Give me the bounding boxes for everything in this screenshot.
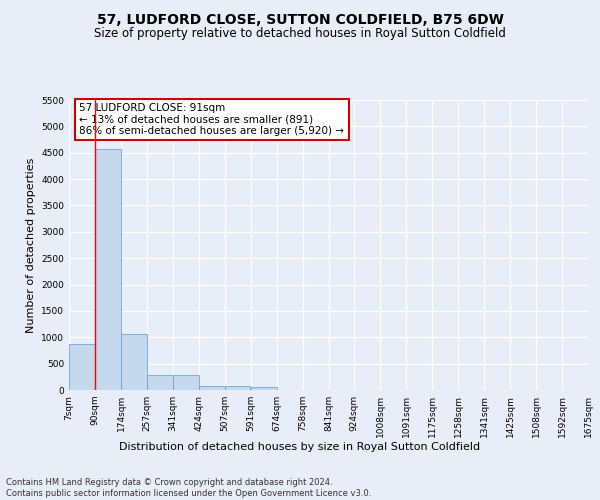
Bar bbox=[251, 388, 277, 390]
Text: Size of property relative to detached houses in Royal Sutton Coldfield: Size of property relative to detached ho… bbox=[94, 28, 506, 40]
Bar bbox=[121, 334, 147, 390]
Y-axis label: Number of detached properties: Number of detached properties bbox=[26, 158, 35, 332]
Bar bbox=[147, 374, 173, 390]
Bar bbox=[224, 386, 250, 390]
Text: Distribution of detached houses by size in Royal Sutton Coldfield: Distribution of detached houses by size … bbox=[119, 442, 481, 452]
Bar bbox=[69, 344, 95, 390]
Text: Contains HM Land Registry data © Crown copyright and database right 2024.
Contai: Contains HM Land Registry data © Crown c… bbox=[6, 478, 371, 498]
Bar bbox=[173, 374, 199, 390]
Text: 57, LUDFORD CLOSE, SUTTON COLDFIELD, B75 6DW: 57, LUDFORD CLOSE, SUTTON COLDFIELD, B75… bbox=[97, 12, 503, 26]
Text: 57 LUDFORD CLOSE: 91sqm
← 13% of detached houses are smaller (891)
86% of semi-d: 57 LUDFORD CLOSE: 91sqm ← 13% of detache… bbox=[79, 103, 344, 136]
Bar bbox=[95, 149, 121, 390]
Bar bbox=[199, 386, 224, 390]
